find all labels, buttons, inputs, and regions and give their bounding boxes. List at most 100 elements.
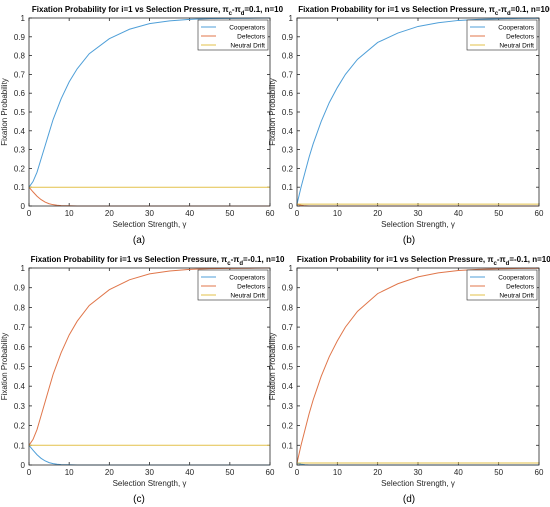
y-tick-label: 0.1 [14,441,26,450]
y-tick-label: 0.4 [282,127,294,136]
plot-area [297,268,539,465]
title-part: - [232,5,235,14]
x-tick-label: 60 [535,468,544,477]
series-line-cooperators [28,17,271,188]
series-line-defectors [28,267,271,446]
y-tick-label: 0.4 [14,382,26,391]
y-tick-label: 0.1 [282,183,294,192]
x-tick-label: 40 [454,468,463,477]
y-tick-label: 0.6 [282,343,294,352]
y-tick-label: 0.9 [282,284,294,293]
panel-label: (b) [403,235,415,246]
y-tick-label: 0.5 [282,108,294,117]
panel-label: (c) [133,494,145,505]
y-tick-label: 0.6 [282,89,294,98]
x-tick-label: 30 [145,209,154,218]
y-tick-label: 0.2 [282,422,294,431]
x-tick-label: 50 [494,468,503,477]
title-part: =0.1, n=10 [244,5,283,14]
x-tick-label: 10 [333,209,342,218]
chart-panel: 00.10.20.30.40.50.60.70.80.910 10 20 30 40 50… [268,255,550,505]
legend: Cooperators Defectors Neutral Drift [466,19,538,51]
y-tick-label: 0 [21,202,26,211]
chart-panel: 00.10.20.30.40.50.60.70.80.910 10 20 30 40 50… [0,255,285,505]
y-tick-label: 0.4 [282,382,294,391]
y-tick-label: 0.5 [14,363,26,372]
legend: Cooperators Defectors Neutral Drift [197,269,269,301]
x-tick-label: 40 [185,468,194,477]
y-tick-label: 0.7 [14,323,26,332]
legend-entry-label: Defectors [237,284,266,291]
y-tick-label: 0.9 [282,33,294,42]
axes-box [28,267,271,466]
y-tick-label: 0.2 [282,164,294,173]
title-part: Fixation Probability for i=1 vs Selectio… [31,255,222,264]
y-tick-label: 1 [289,14,294,23]
title-part: π [222,5,228,14]
x-tick-label: 20 [373,209,382,218]
title-subscript: c [495,11,499,17]
y-tick-label: 0.3 [14,146,26,155]
y-axis-label: Fixation Probability [268,78,277,146]
y-tick-label: 0.1 [282,441,294,450]
title-subscript: d [241,11,245,17]
title-part: - [498,5,501,14]
chart-panel: 00.10.20.30.40.50.60.70.80.910 10 20 30 40 50… [268,5,550,246]
title-part: - [231,255,234,264]
legend-entry-label: Neutral Drift [230,293,265,300]
legend-entry-label: Neutral Drift [499,43,534,50]
title-part: Fixation Probability for i=1 vs Selectio… [32,5,223,14]
legend-entry-label: Cooperators [498,275,535,282]
x-tick-label: 20 [373,468,382,477]
chart-title: Fixation Probability for i=1 vs Selectio… [297,255,550,267]
x-tick-label: 40 [454,209,463,218]
y-tick-label: 0.8 [282,303,294,312]
x-tick-label: 10 [333,468,342,477]
x-axis-label: Selection Strength, γ [381,220,455,229]
y-tick-label: 0.1 [14,183,26,192]
chart-panel: 00.10.20.30.40.50.60.70.80.910 10 20 30 40 50… [0,5,284,246]
chart-title: Fixation Probability for i=1 vs Selectio… [32,5,284,17]
axes-box [296,267,540,466]
y-tick-label: 0.8 [14,303,26,312]
x-axis-label: Selection Strength, γ [381,479,455,488]
y-tick-label: 0.3 [14,402,26,411]
series-line-defectors [296,267,540,464]
title-part: Fixation Probability for i=1 vs Selectio… [297,255,488,264]
title-part: =-0.1, n=10 [243,255,285,264]
y-tick-label: 0.7 [14,70,26,79]
x-tick-label: 50 [225,209,234,218]
series-line-cooperators [296,17,540,205]
legend: Cooperators Defectors Neutral Drift [466,269,538,301]
x-tick-label: 50 [225,468,234,477]
panel-label: (d) [403,494,415,505]
y-tick-label: 1 [289,264,294,273]
panel-label: (a) [133,235,145,246]
y-tick-label: 0.7 [282,323,294,332]
title-part: Fixation Probability for i=1 vs Selectio… [298,5,489,14]
x-tick-label: 30 [414,209,423,218]
legend-entry-label: Defectors [506,34,535,41]
x-tick-label: 60 [266,468,275,477]
y-tick-label: 0.3 [282,402,294,411]
y-tick-label: 0 [289,461,294,470]
legend-entry-label: Neutral Drift [499,293,534,300]
title-subscript: d [239,261,243,267]
x-tick-label: 20 [105,468,114,477]
x-tick-label: 10 [65,209,74,218]
x-axis-label: Selection Strength, γ [113,220,187,229]
y-tick-label: 0.8 [14,52,26,61]
title-part: π [500,255,506,264]
y-tick-label: 0.6 [14,89,26,98]
plot-area [29,268,270,465]
y-tick-label: 0.2 [14,422,26,431]
y-tick-label: 0 [21,461,26,470]
y-tick-label: 0.2 [14,164,26,173]
y-axis-label: Fixation Probability [0,333,9,401]
legend-entry-label: Cooperators [498,25,535,32]
legend-entry-label: Defectors [506,284,535,291]
y-tick-label: 0.9 [14,33,26,42]
y-axis-label: Fixation Probability [268,333,277,401]
title-part: π [501,5,507,14]
title-part: π [235,5,241,14]
